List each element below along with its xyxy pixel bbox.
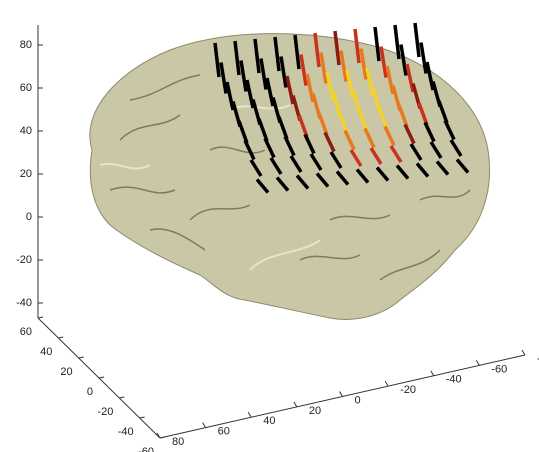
x-tick-label: 60 <box>218 426 230 438</box>
x-tick-label: 40 <box>263 415 275 427</box>
y-tick-label: -60 <box>138 446 154 452</box>
z-tick-label: 60 <box>20 82 32 94</box>
x-tick <box>385 381 388 386</box>
electrode <box>415 23 419 57</box>
x-tick <box>203 423 206 428</box>
y-tick-label: -20 <box>97 406 113 418</box>
z-tick-label: -40 <box>16 297 32 309</box>
y-tick <box>140 417 145 418</box>
y-tick-label: 20 <box>60 366 72 378</box>
x-tick-label: 0 <box>355 394 361 406</box>
y-tick-label: 0 <box>87 386 93 398</box>
x-tick-label: -20 <box>400 384 416 396</box>
x-tick <box>294 402 297 407</box>
y-tick <box>79 357 84 358</box>
y-tick <box>160 437 165 438</box>
z-tick-label: 0 <box>26 211 32 223</box>
x-tick-label: 80 <box>172 436 184 448</box>
z-tick-label: 20 <box>20 168 32 180</box>
y-tick <box>38 317 43 318</box>
x-tick <box>476 360 479 365</box>
y-tick <box>119 397 124 398</box>
z-tick-label: 40 <box>20 125 32 137</box>
x-tick-label: -60 <box>491 363 507 375</box>
chart: 80 60 40 20 0 -20 -40 60 40 20 0 -20 -40 -60 80 60 40 20 0… <box>0 0 539 452</box>
x-tick-label: 20 <box>309 405 321 417</box>
y-tick-label: -40 <box>118 426 134 438</box>
y-tick-label: 40 <box>40 346 52 358</box>
y-tick <box>99 377 104 378</box>
y-tick-label: 60 <box>20 326 32 338</box>
x-tick-label: -40 <box>446 374 462 386</box>
z-tick-label: -20 <box>16 254 32 266</box>
x-tick <box>248 412 251 417</box>
y-tick <box>58 337 63 338</box>
x-tick <box>340 392 343 397</box>
x-tick <box>431 371 434 376</box>
x-tick <box>522 350 525 355</box>
z-tick-label: 80 <box>20 39 32 51</box>
